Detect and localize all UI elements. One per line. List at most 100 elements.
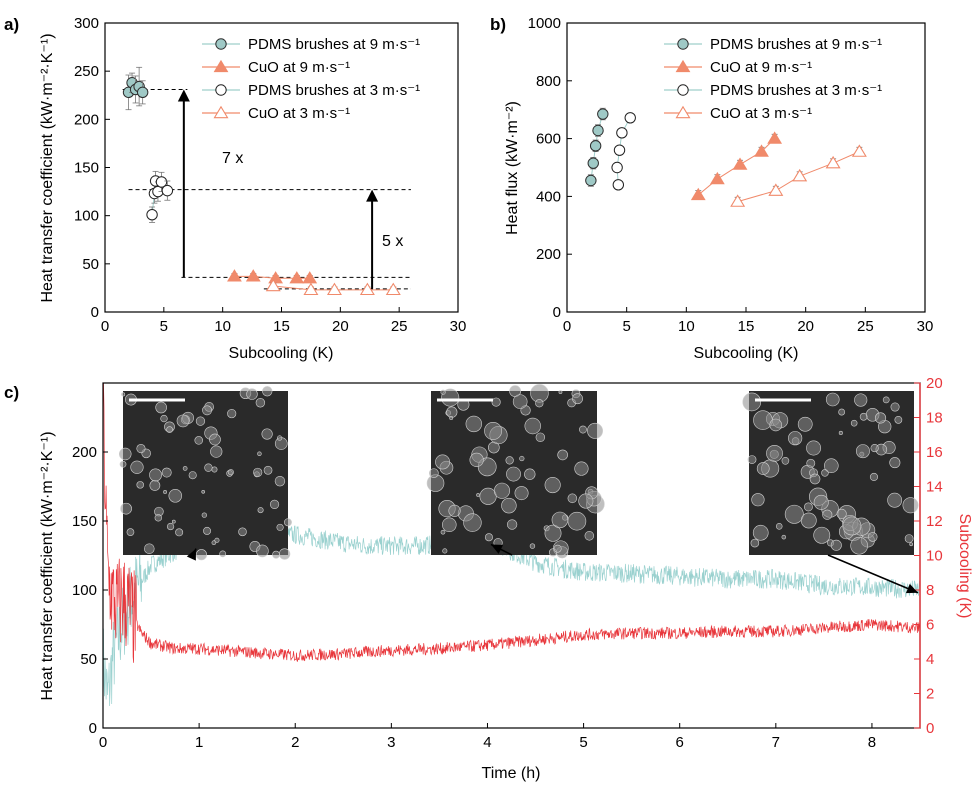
droplet: [121, 392, 126, 397]
droplet: [751, 493, 765, 507]
arrow-5x-head: [366, 189, 379, 202]
droplet: [195, 416, 206, 426]
chart-a-ytick-label: 250: [74, 63, 99, 80]
subcooling-trace: [102, 382, 921, 663]
droplet: [171, 519, 176, 524]
droplet: [163, 490, 168, 494]
droplet: [479, 487, 497, 505]
droplet: [756, 462, 770, 475]
chart-b-xtick-label: 30: [917, 318, 934, 335]
chart-b-legend-label: CuO at 3 m·s⁻¹: [710, 105, 812, 122]
droplet: [238, 527, 247, 537]
droplet: [136, 481, 144, 489]
droplet: [788, 431, 803, 446]
chart-b-point: [589, 140, 602, 152]
droplet: [553, 544, 562, 553]
chart-b-xtick-label: 15: [738, 318, 755, 335]
chart-b-legend-marker: [677, 84, 689, 96]
chart-a-point: [136, 86, 149, 99]
droplet: [149, 480, 161, 491]
droplet: [889, 457, 901, 469]
chart-b-point: [587, 157, 599, 169]
chart-c-xtick-label: 4: [483, 734, 491, 751]
chart-c-y2tick-label: 20: [926, 375, 943, 392]
chart-a-ytick-label: 0: [91, 304, 99, 321]
chart-a-xtick-label: 15: [273, 318, 290, 335]
droplet: [136, 443, 146, 454]
chart-c-y2tick-label: 14: [926, 479, 943, 496]
droplet: [253, 467, 263, 478]
chart-c-xtick-label: 5: [579, 734, 587, 751]
droplet: [769, 418, 783, 432]
chart-c-y2tick-label: 12: [926, 513, 943, 530]
chart-b-point: [768, 183, 784, 196]
droplet: [276, 523, 284, 531]
droplet: [149, 468, 162, 482]
chart-a-legend-label: CuO at 9 m·s⁻¹: [248, 59, 350, 76]
droplet: [850, 419, 858, 427]
chart-b-point: [825, 155, 841, 169]
droplet: [578, 493, 594, 509]
chart-a-legend-marker: [215, 38, 227, 50]
droplet: [442, 548, 448, 554]
chart-c-xtick-label: 0: [99, 734, 107, 751]
droplet: [257, 451, 262, 456]
droplet: [838, 408, 846, 416]
droplet: [195, 549, 208, 561]
droplet: [809, 473, 821, 485]
chart-b-point: [612, 179, 625, 191]
annotation-7x: 7 x: [222, 150, 243, 167]
droplet: [535, 399, 544, 408]
droplet: [584, 531, 595, 541]
droplet: [806, 440, 822, 456]
droplet: [284, 518, 292, 527]
chart-b-xlabel: Subcooling (K): [694, 345, 799, 362]
droplet: [572, 393, 583, 405]
droplet: [214, 537, 220, 543]
droplet: [506, 466, 521, 482]
droplet: [278, 548, 291, 560]
droplet: [505, 456, 514, 465]
droplet: [567, 493, 578, 504]
droplet: [440, 529, 446, 535]
droplet: [227, 469, 234, 476]
chart-a-ytick-label: 50: [82, 256, 99, 273]
droplet: [838, 430, 843, 435]
droplet: [567, 511, 587, 531]
chart-a-point: [227, 269, 242, 282]
panel-label-a: a): [4, 15, 19, 34]
chart-a-legend-label: CuO at 3 m·s⁻¹: [248, 105, 350, 122]
chart-b-point: [792, 168, 808, 182]
droplet: [130, 460, 144, 474]
chart-c-xtick-label: 7: [772, 734, 780, 751]
chart-a-ylabel: Heat transfer coefficient (kW·m⁻²·K⁻¹): [39, 33, 56, 302]
panel-label-b: b): [490, 15, 506, 34]
chart-b-point: [690, 187, 706, 201]
droplet: [775, 523, 783, 530]
droplet: [854, 393, 868, 407]
chart-a-point: [265, 278, 281, 292]
droplet: [909, 542, 914, 547]
chart-b-point: [624, 112, 636, 124]
droplet: [272, 550, 280, 559]
chart-c-ytick-label: 150: [72, 513, 97, 530]
chart-b-ytick-label: 800: [536, 73, 561, 90]
chart-c-ytick-label: 200: [72, 444, 97, 461]
droplet: [750, 538, 760, 548]
droplet: [836, 508, 847, 519]
inset-arrow-1-head: [186, 548, 196, 561]
droplet: [441, 388, 460, 407]
droplet: [449, 416, 454, 420]
chart-a-xtick-label: 10: [214, 318, 231, 335]
droplet: [118, 447, 132, 461]
droplet: [276, 435, 283, 441]
chart-c-y2tick-label: 4: [926, 651, 934, 668]
chart-a-legend-label: PDMS brushes at 9 m·s⁻¹: [248, 36, 420, 53]
chart-b-point: [616, 127, 628, 139]
chart-c-xtick-label: 6: [676, 734, 684, 751]
chart-a-point: [359, 282, 375, 296]
chart-b-xtick-label: 5: [622, 318, 630, 335]
droplet: [166, 426, 173, 434]
droplet: [752, 524, 769, 541]
